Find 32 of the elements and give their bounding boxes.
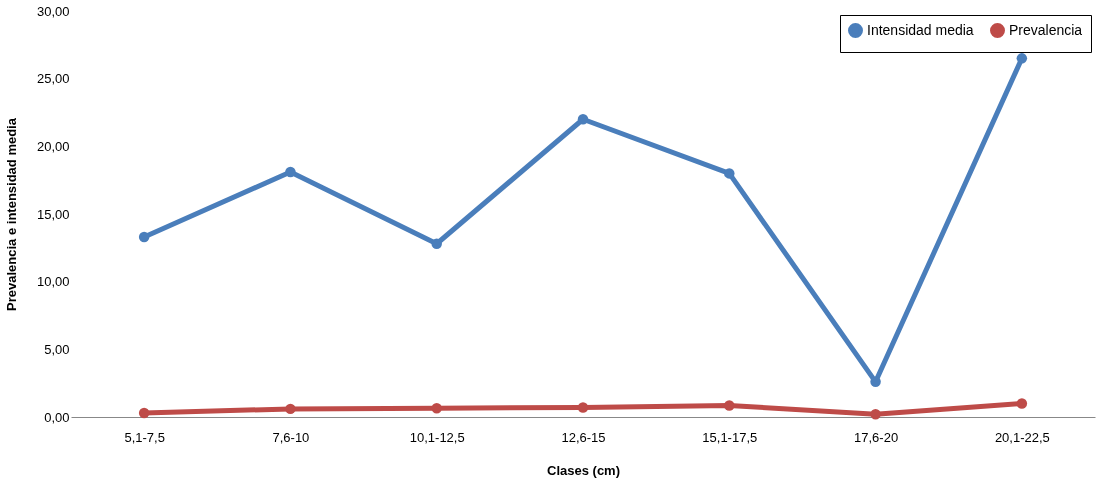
y-tick-label: 25,00	[36, 71, 70, 87]
legend-label: Intensidad media	[867, 21, 974, 38]
point	[1016, 398, 1028, 409]
x-tick-label: 5,1-7,5	[124, 429, 165, 445]
y-tick-label: 15,00	[36, 206, 70, 222]
y-tick-label: 0,00	[44, 409, 70, 425]
point	[577, 114, 589, 125]
x-axis-title: Clases (cm)	[547, 462, 620, 478]
y-tick-label: 10,00	[36, 274, 70, 290]
point	[870, 376, 881, 388]
x-tick-label: 10,1-12,5	[409, 429, 465, 445]
y-tick-label: 5,00	[44, 341, 70, 357]
x-tick-label: 12,6-15	[561, 429, 606, 445]
x-tick-label: 17,6-20	[854, 429, 899, 445]
point	[285, 166, 296, 178]
x-tick-label: 15,1-17,5	[702, 429, 758, 445]
y-tick-label: 20,00	[36, 138, 70, 154]
legend-label: Prevalencia	[1009, 21, 1083, 38]
point	[870, 409, 881, 420]
point	[138, 407, 150, 419]
point	[1016, 53, 1028, 64]
y-axis-title: Prevalencia e intensidad media	[3, 117, 19, 311]
point	[724, 168, 735, 179]
y-tick-label: 30,00	[36, 3, 70, 19]
point	[431, 402, 442, 414]
point	[285, 403, 296, 415]
point	[138, 231, 150, 243]
point	[431, 238, 442, 250]
x-tick-label: 7,6-10	[272, 429, 310, 445]
point	[577, 402, 589, 413]
point	[724, 400, 735, 411]
x-tick-label: 20,1-22,5	[994, 429, 1050, 445]
